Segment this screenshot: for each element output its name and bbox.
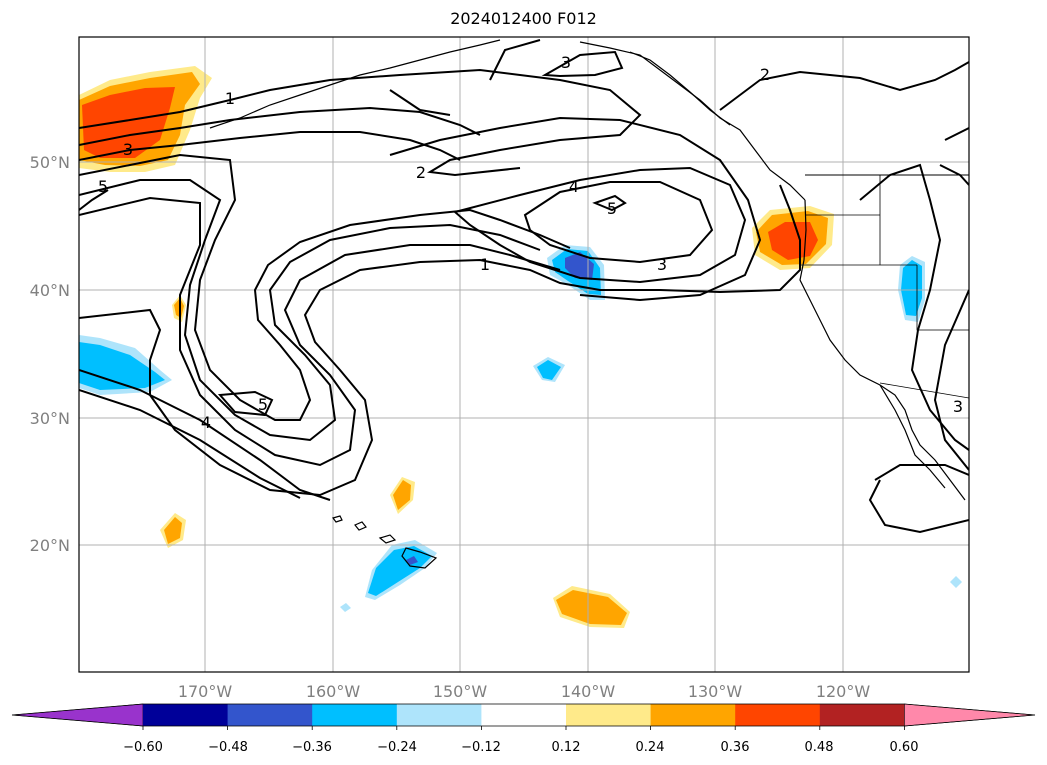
baja-coast — [879, 384, 946, 489]
contour-lines — [79, 39, 969, 534]
contour-1-north — [79, 68, 642, 177]
aleutian-coast — [209, 39, 501, 129]
contour-5-swirl-small — [217, 390, 274, 417]
contour-label: 5 — [607, 199, 617, 218]
contour-4-swirl — [79, 153, 571, 421]
contour-east-1 — [859, 163, 969, 451]
contour-5-lower — [79, 369, 331, 501]
contour-label: 3 — [123, 140, 133, 159]
contour-2-top — [489, 39, 969, 111]
hawaii-oahu — [354, 521, 367, 531]
contour-4-lower — [79, 389, 301, 499]
map-background — [79, 37, 969, 672]
lon-label: 160°W — [306, 682, 361, 701]
cold-anomaly-34n-143w-blue — [537, 360, 561, 380]
colorbar-cell — [819, 704, 905, 726]
lon-label: 130°W — [688, 682, 743, 701]
lat-label: 30°N — [30, 409, 70, 428]
lat-label: 50°N — [30, 153, 70, 172]
colorbar-tick-label: −0.12 — [461, 740, 501, 755]
map-border — [78, 36, 970, 673]
hawaii-big-island — [401, 547, 438, 569]
contour-1-swirl — [79, 184, 801, 497]
british-columbia-coast — [629, 51, 731, 126]
cold-anomaly-hawaii-blue — [368, 546, 432, 596]
colorbar-tick-label: −0.48 — [208, 740, 248, 755]
colorbar-cell — [143, 704, 229, 726]
lon-label: 170°W — [178, 682, 233, 701]
colorbar-tick-label: 0.60 — [890, 740, 919, 755]
cold-anomaly-hawaii-core — [406, 556, 418, 565]
colorbar-cell — [227, 704, 313, 726]
colorbar-tick-labels: −0.60 −0.48 −0.36 −0.24 −0.12 0.12 0.24 … — [123, 740, 918, 755]
colorbar-cell — [650, 704, 736, 726]
contour-3-top — [541, 50, 624, 78]
contour-2-north — [79, 106, 481, 146]
graticule — [79, 37, 969, 672]
contour-sw-lobe — [868, 464, 969, 534]
warm-anomaly-24n-153w-orange — [393, 480, 411, 510]
contour-2-swirl — [79, 196, 561, 467]
lon-label: 150°W — [433, 682, 488, 701]
map-title: 2024012400 F012 — [450, 9, 597, 28]
colorbar-cell — [566, 704, 652, 726]
contour-5-small — [592, 194, 627, 212]
warm-anomaly-15n-140w-orange — [556, 590, 627, 625]
colorbar-tick-label: 0.12 — [552, 740, 581, 755]
cold-anomaly-hawaii-small — [340, 603, 351, 612]
colorbar-tick-label: −0.60 — [123, 740, 163, 755]
colorbar-extend-low — [11, 703, 144, 727]
colorbar-tick-label: −0.36 — [292, 740, 332, 755]
colorbar: −0.60 −0.48 −0.36 −0.24 −0.12 0.12 0.24 … — [11, 703, 1036, 755]
colorbar-cell — [312, 704, 398, 726]
hawaii-maui — [378, 534, 397, 544]
contour-labels: 1 1 2 2 3 3 3 3 4 4 5 5 5 — [98, 53, 963, 432]
colorbar-cell — [481, 704, 567, 726]
contour-label: 5 — [258, 395, 268, 414]
colorbar-tick-label: 0.36 — [721, 740, 750, 755]
lat-label: 20°N — [30, 536, 70, 555]
contour-3-north — [79, 131, 461, 161]
colorbar-tick-label: −0.24 — [377, 740, 417, 755]
contour-east-3 — [933, 289, 969, 471]
cold-anomaly-se-corner — [950, 576, 962, 588]
contour-3-central — [452, 166, 747, 284]
lon-label: 140°W — [561, 682, 616, 701]
contour-label: 1 — [225, 89, 235, 108]
colorbar-extend-high — [904, 703, 1036, 727]
contour-3-swirl — [79, 179, 541, 442]
colorbar-tick-label: 0.48 — [805, 740, 834, 755]
colorbar-cell — [735, 704, 821, 726]
us-west-coast — [799, 199, 966, 501]
colorbar-cell — [396, 704, 482, 726]
hawaii-kauai — [331, 515, 343, 523]
lon-label: 120°W — [816, 682, 871, 701]
contour-label: 4 — [569, 177, 579, 196]
colorbar-tick-label: 0.24 — [636, 740, 665, 755]
contour-5-left — [79, 189, 109, 211]
contour-label: 3 — [561, 53, 571, 72]
lat-label: 40°N — [30, 281, 70, 300]
longitude-labels: 170°W 160°W 150°W 140°W 130°W 120°W — [178, 682, 871, 701]
contour-label: 2 — [760, 65, 770, 84]
coastlines — [209, 39, 969, 569]
contour-label: 1 — [480, 255, 490, 274]
contour-label: 5 — [98, 177, 108, 196]
contour-2-central — [389, 116, 762, 302]
contour-label: 4 — [201, 413, 211, 432]
contour-label: 3 — [657, 255, 667, 274]
colorbar-cells — [11, 703, 1036, 730]
contour-4-central — [523, 181, 714, 264]
contour-label: 3 — [953, 397, 963, 416]
cold-anomaly-42n-142w-core — [565, 252, 594, 280]
mexico-border — [879, 382, 969, 399]
contour-small-top — [389, 89, 451, 116]
shaded-anomalies — [79, 66, 962, 628]
warm-anomaly-21n-173w-orange — [164, 517, 182, 544]
latitude-labels: 50°N 40°N 30°N 20°N — [30, 153, 70, 555]
contour-east-2 — [939, 127, 969, 186]
contour-label: 2 — [416, 163, 426, 182]
